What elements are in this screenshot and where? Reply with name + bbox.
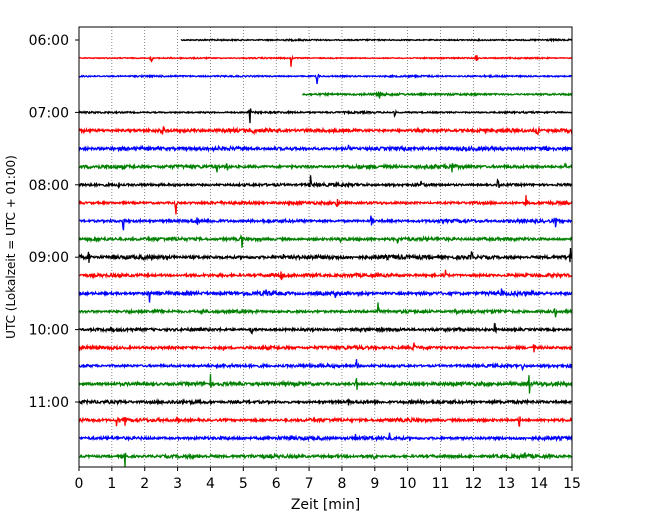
- x-axis-title: Zeit [min]: [291, 497, 360, 513]
- trace-0700: [78, 108, 573, 124]
- x-tick-label: 2: [140, 476, 149, 492]
- x-tick-label: 7: [305, 476, 314, 492]
- trace-1015: [78, 342, 573, 353]
- y-tick-label: 10:00: [29, 323, 69, 339]
- y-tick-label: 11:00: [29, 395, 69, 411]
- x-tick-label: 13: [497, 476, 515, 492]
- trace-1000: [78, 323, 573, 335]
- trace-0600: [180, 37, 573, 43]
- x-tick-label: 15: [563, 476, 581, 492]
- x-tick-label: 6: [272, 476, 281, 492]
- trace-0730: [78, 144, 573, 153]
- trace-1045: [78, 373, 573, 394]
- trace-0745: [78, 162, 573, 173]
- trace-1030: [78, 359, 573, 372]
- trace-1145: [78, 452, 573, 467]
- trace-1115: [78, 416, 573, 427]
- trace-0815: [78, 195, 573, 215]
- x-tick-label: 11: [432, 476, 450, 492]
- x-tick-layer: 0 1 2 3 4 5 6 7 8 9 10 11 12 13 14 15: [75, 467, 581, 492]
- x-tick-label: 12: [464, 476, 482, 492]
- trace-0900: [78, 248, 573, 263]
- y-tick-layer: 06:00 07:00 08:00 09:00 10:00 11:00: [29, 33, 79, 411]
- x-tick-label: 1: [107, 476, 116, 492]
- trace-1130: [78, 432, 573, 443]
- y-tick-label: 08:00: [29, 178, 69, 194]
- grid-layer: [111, 27, 540, 467]
- trace-0715: [78, 126, 573, 136]
- trace-0845: [78, 233, 573, 248]
- y-tick-label: 06:00: [29, 33, 69, 49]
- x-tick-label: 8: [337, 476, 346, 492]
- x-tick-label: 3: [173, 476, 182, 492]
- trace-0945: [78, 302, 573, 318]
- x-tick-label: 10: [399, 476, 417, 492]
- y-axis-title: UTC (Lokalzeit = UTC + 01:00): [4, 155, 18, 339]
- trace-0830: [78, 215, 573, 231]
- x-tick-label: 14: [530, 476, 548, 492]
- trace-0930: [78, 288, 573, 303]
- trace-0645: [301, 90, 573, 99]
- y-tick-label: 09:00: [29, 250, 69, 266]
- trace-1100: [78, 397, 572, 407]
- trace-layer: [78, 37, 573, 467]
- trace-0915: [78, 269, 573, 281]
- plot-frame: [78, 26, 573, 468]
- x-tick-label: 4: [206, 476, 215, 492]
- x-tick-label: 0: [75, 476, 84, 492]
- x-tick-label: 5: [239, 476, 248, 492]
- trace-0630: [78, 73, 573, 85]
- trace-0800: [78, 175, 573, 190]
- y-tick-label: 07:00: [29, 105, 69, 121]
- trace-0615: [79, 54, 573, 67]
- x-tick-label: 9: [370, 476, 379, 492]
